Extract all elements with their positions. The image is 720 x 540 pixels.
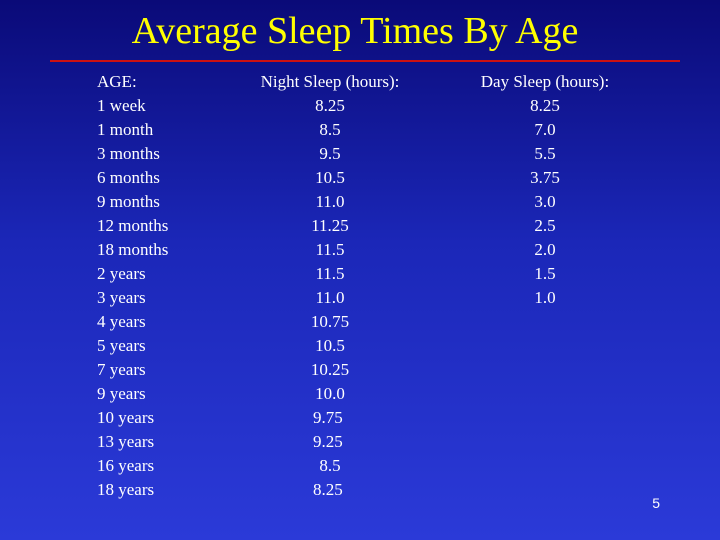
night-sleep-column-header: Night Sleep (hours): [260,72,400,91]
age-cell: 9 years [97,384,146,403]
age-cell: 6 months [97,168,160,187]
title-divider [50,60,680,62]
day-sleep-cell: 2.5 [534,216,556,235]
page-number: 5 [652,495,660,511]
age-cell: 13 years [97,432,155,451]
age-cell: 18 months [97,240,169,259]
night-sleep-cell: 11.5 [315,264,345,283]
night-sleep-column: Night Sleep (hours): 8.25 8.5 9.5 10.5 1… [240,70,420,502]
day-sleep-column: Day Sleep (hours): 8.25 7.0 5.5 3.75 3.0… [450,70,640,310]
age-cell: 3 years [97,288,146,307]
night-sleep-cell: 11.0 [315,192,345,211]
night-sleep-cell: 8.5 [319,120,341,139]
age-cell: 16 years [97,456,155,475]
day-sleep-cell: 5.5 [534,144,556,163]
night-sleep-cell: 11.0 [315,288,345,307]
age-cell: 9 months [97,192,160,211]
day-sleep-column-header: Day Sleep (hours): [480,72,610,91]
night-sleep-cell: 11.5 [315,240,345,259]
day-sleep-cell: 8.25 [530,96,560,115]
age-cell: 12 months [97,216,169,235]
night-sleep-cell: 8.25 [315,96,345,115]
age-cell: 18 years [97,480,155,499]
age-cell: 3 months [97,144,160,163]
night-sleep-cell: 10.25 [310,360,350,379]
age-cell: 1 month [97,120,154,139]
night-sleep-cell: 10.75 [310,312,350,331]
age-column: AGE: 1 week 1 month 3 months 6 months 9 … [97,70,237,502]
day-sleep-cell: 2.0 [534,240,556,259]
night-sleep-cell: 10.5 [315,168,345,187]
night-sleep-cell: 10.5 [315,336,345,355]
night-sleep-cell: 10.0 [315,384,345,403]
age-cell: 10 years [97,408,155,427]
age-cell: 2 years [97,264,146,283]
night-sleep-cell: 9.25 [313,432,343,451]
night-sleep-cell: 11.25 [311,216,349,235]
day-sleep-cell: 3.0 [534,192,556,211]
day-sleep-cell: 1.5 [534,264,556,283]
age-cell: 1 week [97,96,146,115]
day-sleep-cell: 7.0 [534,120,556,139]
night-sleep-cell: 9.5 [319,144,341,163]
age-cell: 5 years [97,336,146,355]
night-sleep-cell: 8.5 [319,456,341,475]
age-cell: 7 years [97,360,146,379]
day-sleep-cell: 3.75 [530,168,560,187]
night-sleep-cell: 8.25 [313,480,343,499]
age-column-header: AGE: [97,72,137,91]
day-sleep-cell: 1.0 [534,288,556,307]
night-sleep-cell: 9.75 [313,408,343,427]
age-cell: 4 years [97,312,146,331]
slide-title: Average Sleep Times By Age [131,10,579,52]
